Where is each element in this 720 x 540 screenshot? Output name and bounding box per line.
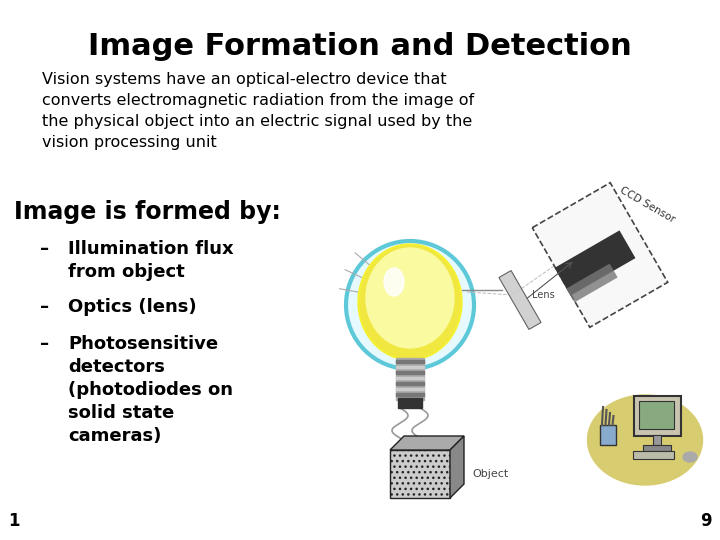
FancyBboxPatch shape — [396, 388, 424, 390]
Ellipse shape — [384, 268, 404, 296]
Text: Vision systems have an optical-electro device that
converts electromagnetic radi: Vision systems have an optical-electro d… — [42, 72, 474, 150]
Ellipse shape — [360, 246, 460, 358]
FancyBboxPatch shape — [396, 371, 424, 374]
Text: Optics (lens): Optics (lens) — [68, 298, 197, 316]
Text: Image is formed by:: Image is formed by: — [14, 200, 281, 224]
FancyBboxPatch shape — [653, 435, 661, 445]
Text: 1: 1 — [8, 512, 19, 530]
FancyBboxPatch shape — [390, 450, 450, 498]
Circle shape — [346, 241, 474, 369]
Polygon shape — [450, 436, 464, 498]
Text: Photosensitive
detectors
(photodiodes on
solid state
cameras): Photosensitive detectors (photodiodes on… — [68, 335, 233, 444]
Text: Illumination flux
from object: Illumination flux from object — [68, 240, 233, 281]
Polygon shape — [390, 436, 464, 450]
Polygon shape — [532, 183, 667, 327]
FancyBboxPatch shape — [396, 382, 424, 384]
FancyBboxPatch shape — [396, 376, 424, 379]
FancyBboxPatch shape — [633, 451, 674, 459]
FancyBboxPatch shape — [396, 366, 424, 368]
Polygon shape — [499, 271, 541, 329]
FancyBboxPatch shape — [396, 393, 424, 395]
Text: –: – — [40, 335, 49, 353]
FancyBboxPatch shape — [643, 445, 671, 451]
Text: –: – — [40, 240, 49, 258]
Text: Lens: Lens — [532, 290, 554, 300]
Text: Object: Object — [472, 469, 508, 479]
Text: Image Formation and Detection: Image Formation and Detection — [88, 32, 632, 61]
Ellipse shape — [683, 452, 697, 462]
Text: 9: 9 — [701, 512, 712, 530]
Polygon shape — [554, 231, 636, 295]
Ellipse shape — [588, 395, 703, 485]
FancyBboxPatch shape — [396, 358, 424, 400]
Text: –: – — [40, 298, 49, 316]
FancyBboxPatch shape — [634, 396, 681, 436]
Ellipse shape — [366, 248, 454, 348]
FancyBboxPatch shape — [600, 425, 616, 445]
Ellipse shape — [358, 244, 462, 360]
FancyBboxPatch shape — [639, 401, 674, 429]
FancyBboxPatch shape — [396, 360, 424, 362]
Polygon shape — [567, 264, 618, 302]
FancyBboxPatch shape — [398, 398, 422, 408]
Text: CCD Sensor: CCD Sensor — [618, 185, 677, 225]
